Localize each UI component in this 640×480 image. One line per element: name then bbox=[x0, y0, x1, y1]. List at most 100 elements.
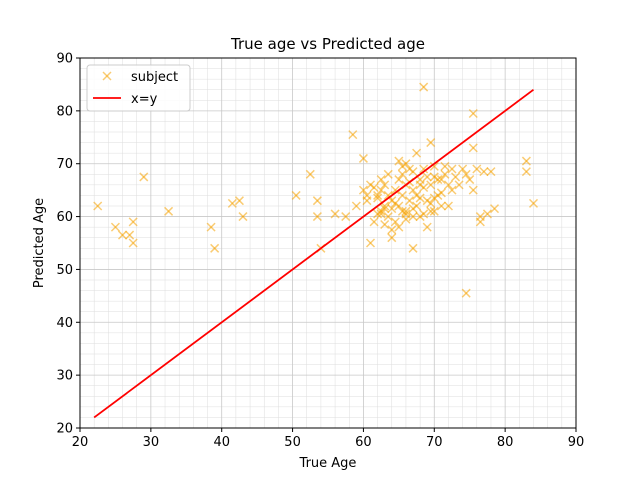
scatter-point bbox=[468, 143, 478, 153]
marker-stroke bbox=[521, 167, 531, 177]
scatter-point bbox=[397, 161, 407, 171]
marker-stroke bbox=[397, 161, 407, 171]
marker-stroke bbox=[102, 71, 112, 81]
marker-stroke bbox=[330, 209, 340, 219]
marker-stroke bbox=[433, 175, 443, 185]
marker-stroke bbox=[426, 198, 436, 208]
scatter-point bbox=[376, 209, 386, 219]
scatter-point bbox=[330, 209, 340, 219]
scatter-point bbox=[419, 164, 429, 174]
marker-stroke bbox=[93, 201, 103, 211]
scatter-point bbox=[436, 175, 446, 185]
scatter-point bbox=[408, 212, 418, 222]
marker-stroke bbox=[408, 212, 418, 222]
scatter-point bbox=[412, 148, 422, 158]
scatter-point bbox=[125, 230, 135, 240]
scatter-point bbox=[387, 233, 397, 243]
scatter-point bbox=[415, 193, 425, 203]
marker-stroke bbox=[238, 212, 248, 222]
scatter-point bbox=[465, 175, 475, 185]
scatter-point bbox=[408, 185, 418, 195]
marker-stroke bbox=[139, 172, 149, 182]
scatter-point bbox=[227, 198, 237, 208]
marker-stroke bbox=[312, 196, 322, 206]
y-tick-label: 60 bbox=[56, 210, 73, 225]
scatter-point bbox=[362, 190, 372, 200]
marker-stroke bbox=[426, 180, 436, 190]
scatter-point bbox=[110, 222, 120, 232]
marker-stroke bbox=[404, 196, 415, 206]
scatter-point bbox=[468, 185, 478, 195]
scatter-point bbox=[461, 169, 471, 179]
scatter-point bbox=[472, 164, 482, 174]
scatter-point bbox=[454, 180, 464, 190]
scatter-point bbox=[419, 182, 429, 193]
scatter-point bbox=[408, 204, 418, 214]
scatter-point bbox=[521, 156, 531, 166]
scatter-point bbox=[422, 222, 432, 232]
marker-stroke bbox=[408, 204, 418, 214]
marker-stroke bbox=[429, 161, 439, 171]
x-tick-label: 80 bbox=[497, 435, 514, 450]
y-axis-label: Predicted Age bbox=[32, 198, 47, 288]
marker-stroke bbox=[394, 156, 404, 166]
marker-stroke bbox=[373, 190, 383, 200]
marker-stroke bbox=[380, 219, 390, 230]
legend-box bbox=[86, 64, 191, 112]
marker-stroke bbox=[369, 182, 379, 193]
plot-marks bbox=[93, 82, 539, 419]
scatter-point bbox=[117, 230, 128, 240]
scatter-point bbox=[440, 169, 450, 179]
marker-stroke bbox=[454, 180, 464, 190]
scatter-point bbox=[528, 198, 539, 208]
marker-stroke bbox=[422, 172, 432, 182]
marker-stroke bbox=[408, 185, 418, 195]
scatter-point bbox=[443, 180, 453, 190]
scatter-point bbox=[390, 185, 400, 195]
marker-stroke bbox=[429, 193, 439, 203]
x-tick-label: 50 bbox=[284, 435, 301, 450]
scatter-point bbox=[426, 206, 436, 216]
scatter-point bbox=[429, 206, 439, 216]
x-tick-label: 30 bbox=[143, 435, 160, 450]
marker-stroke bbox=[461, 288, 471, 298]
marker-stroke bbox=[376, 175, 386, 185]
marker-stroke bbox=[348, 130, 358, 140]
scatter-point bbox=[387, 204, 397, 214]
scatter-point bbox=[440, 161, 450, 171]
marker-stroke bbox=[362, 190, 372, 200]
scatter-point bbox=[128, 238, 138, 248]
marker-stroke bbox=[291, 190, 301, 200]
scatter-point bbox=[351, 201, 361, 211]
scatter-point bbox=[383, 190, 393, 200]
marker-stroke bbox=[383, 190, 393, 200]
marker-stroke bbox=[373, 193, 383, 203]
marker-stroke bbox=[394, 175, 404, 185]
y-tick-label: 70 bbox=[56, 157, 73, 172]
y-tick-label: 90 bbox=[56, 52, 73, 67]
scatter-point bbox=[139, 172, 149, 182]
scatter-point bbox=[461, 288, 471, 298]
marker-stroke bbox=[419, 209, 429, 219]
scatter-point bbox=[373, 193, 383, 203]
scatter-point bbox=[397, 169, 407, 179]
scatter-point bbox=[358, 185, 368, 195]
scatter-point bbox=[93, 201, 103, 211]
marker-stroke bbox=[390, 198, 400, 208]
scatter-point bbox=[468, 108, 478, 119]
marker-stroke bbox=[387, 204, 397, 214]
marker-stroke bbox=[528, 198, 539, 208]
marker-stroke bbox=[429, 206, 439, 216]
scatter-point bbox=[390, 198, 400, 208]
scatter-point bbox=[521, 167, 531, 177]
scatter-point bbox=[380, 204, 390, 214]
marker-stroke bbox=[383, 212, 393, 222]
marker-stroke bbox=[380, 201, 390, 211]
scatter-point bbox=[341, 212, 351, 222]
scatter-point bbox=[436, 188, 446, 198]
scatter-point bbox=[383, 169, 393, 179]
scatter-point bbox=[206, 222, 216, 232]
marker-stroke bbox=[440, 161, 450, 171]
scatter-point bbox=[458, 164, 468, 174]
scatter-point bbox=[291, 190, 301, 200]
